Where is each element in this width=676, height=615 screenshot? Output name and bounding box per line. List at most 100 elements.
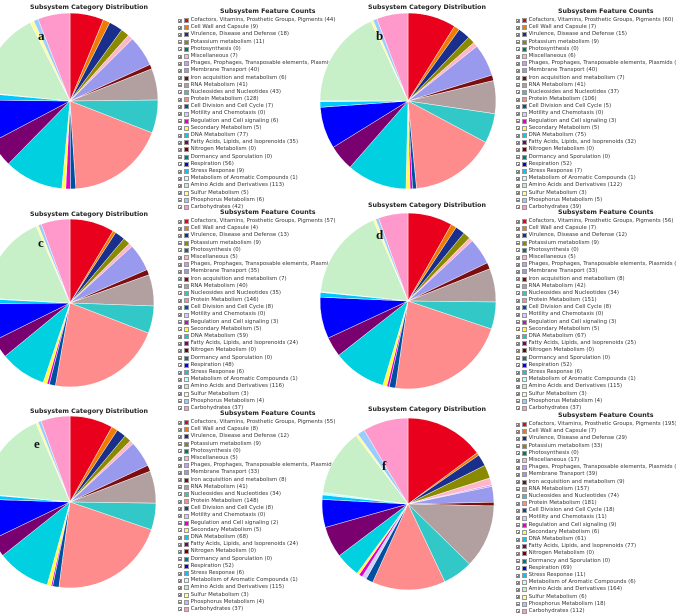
legend-item[interactable]: Protein Metabolism (146)	[178, 297, 344, 304]
legend-item[interactable]: Nitrogen Metabolism (0)	[178, 347, 344, 354]
legend-item[interactable]: Phages, Prophages, Transposable elements…	[178, 462, 344, 469]
legend-item[interactable]: Phosphorus Metabolism (4)	[178, 599, 344, 606]
legend-item[interactable]: RNA Metabolism (42)	[516, 283, 676, 290]
expand-plus-icon[interactable]	[178, 564, 182, 569]
legend-item[interactable]: Iron acquisition and metabolism (8)	[178, 477, 344, 484]
expand-plus-icon[interactable]	[178, 499, 182, 504]
expand-plus-icon[interactable]	[516, 32, 520, 37]
expand-plus-icon[interactable]	[178, 600, 182, 605]
legend-item[interactable]: Metabolism of Aromatic Compounds (6)	[516, 579, 676, 586]
legend-item[interactable]: Phosphorus Metabolism (6)	[178, 197, 344, 204]
expand-plus-icon[interactable]	[516, 291, 520, 296]
expand-plus-icon[interactable]	[516, 147, 520, 152]
expand-plus-icon[interactable]	[178, 112, 182, 117]
expand-plus-icon[interactable]	[516, 348, 520, 353]
legend-item[interactable]: Stress Response (6)	[178, 369, 344, 376]
expand-plus-icon[interactable]	[178, 406, 182, 411]
legend-item[interactable]: Nitrogen Metabolism (0)	[178, 146, 344, 153]
expand-plus-icon[interactable]	[178, 542, 182, 547]
expand-plus-icon[interactable]	[178, 54, 182, 59]
legend-item[interactable]: Amino Acids and Derivatives (116)	[178, 383, 344, 390]
expand-plus-icon[interactable]	[516, 255, 520, 260]
expand-plus-icon[interactable]	[178, 140, 182, 145]
legend-item[interactable]: Cell Wall and Capsule (9)	[178, 24, 344, 31]
expand-plus-icon[interactable]	[178, 528, 182, 533]
legend-item[interactable]: Iron acquisition and metabolism (6)	[178, 75, 344, 82]
expand-plus-icon[interactable]	[178, 32, 182, 37]
expand-plus-icon[interactable]	[516, 377, 520, 382]
expand-plus-icon[interactable]	[178, 205, 182, 210]
expand-plus-icon[interactable]	[178, 169, 182, 174]
legend-item[interactable]: Motility and Chemotaxis (0)	[178, 512, 344, 519]
legend-item[interactable]: Fatty Acids, Lipids, and Isoprenoids (24…	[178, 541, 344, 548]
legend-item[interactable]: Cell Division and Cell Cycle (18)	[516, 507, 676, 514]
legend-item[interactable]: Phosphorus Metabolism (5)	[516, 197, 676, 204]
expand-plus-icon[interactable]	[178, 463, 182, 468]
legend-item[interactable]: Cell Wall and Capsule (7)	[516, 428, 676, 435]
legend-item[interactable]: Photosynthesis (0)	[516, 247, 676, 254]
legend-item[interactable]: Cofactors, Vitamins, Prosthetic Groups, …	[516, 218, 676, 225]
legend-item[interactable]: Stress Response (6)	[178, 570, 344, 577]
legend-item[interactable]: Virulence, Disease and Defense (18)	[178, 31, 344, 38]
legend-item[interactable]: Secondary Metabolism (5)	[178, 326, 344, 333]
expand-plus-icon[interactable]	[516, 399, 520, 404]
legend-item[interactable]: Stress Response (6)	[516, 369, 676, 376]
expand-plus-icon[interactable]	[178, 133, 182, 138]
expand-plus-icon[interactable]	[178, 262, 182, 267]
expand-plus-icon[interactable]	[178, 226, 182, 231]
legend-item[interactable]: Cell Wall and Capsule (4)	[178, 225, 344, 232]
expand-plus-icon[interactable]	[516, 551, 520, 556]
expand-plus-icon[interactable]	[178, 384, 182, 389]
expand-plus-icon[interactable]	[516, 169, 520, 174]
legend-item[interactable]: Sulfur Metabolism (3)	[516, 190, 676, 197]
legend-item[interactable]: Sulfur Metabolism (3)	[178, 592, 344, 599]
legend-item[interactable]: Cell Division and Cell Cycle (8)	[516, 304, 676, 311]
expand-plus-icon[interactable]	[178, 284, 182, 289]
legend-item[interactable]: Membrane Transport (35)	[178, 268, 344, 275]
expand-plus-icon[interactable]	[516, 155, 520, 160]
legend-item[interactable]: Photosynthesis (0)	[178, 46, 344, 53]
expand-plus-icon[interactable]	[516, 112, 520, 117]
expand-plus-icon[interactable]	[178, 434, 182, 439]
expand-plus-icon[interactable]	[178, 334, 182, 339]
legend-item[interactable]: Membrane Transport (40)	[516, 67, 676, 74]
legend-item[interactable]: Cell Wall and Capsule (7)	[516, 24, 676, 31]
expand-plus-icon[interactable]	[516, 566, 520, 571]
expand-plus-icon[interactable]	[516, 363, 520, 368]
legend-item[interactable]: Cell Division and Cell Cycle (8)	[178, 304, 344, 311]
legend-item[interactable]: Miscellaneous (7)	[178, 53, 344, 60]
legend-item[interactable]: Sulfur Metabolism (3)	[516, 391, 676, 398]
legend-item[interactable]: Respiration (48)	[178, 362, 344, 369]
legend-item[interactable]: Cofactors, Vitamins, Prosthetic Groups, …	[178, 419, 344, 426]
legend-item[interactable]: Virulence, Disease and Defense (12)	[516, 232, 676, 239]
legend-item[interactable]: Photosynthesis (0)	[178, 247, 344, 254]
expand-plus-icon[interactable]	[178, 233, 182, 238]
legend-item[interactable]: Nitrogen Metabolism (0)	[516, 550, 676, 557]
legend-item[interactable]: Photosynthesis (0)	[516, 450, 676, 457]
expand-plus-icon[interactable]	[178, 176, 182, 181]
legend-item[interactable]: Nucleosides and Nucleotides (37)	[516, 89, 676, 96]
expand-plus-icon[interactable]	[178, 370, 182, 375]
expand-plus-icon[interactable]	[178, 25, 182, 30]
expand-plus-icon[interactable]	[178, 478, 182, 483]
legend-item[interactable]: Regulation and Cell signaling (9)	[516, 522, 676, 529]
legend-item[interactable]: Amino Acids and Derivatives (113)	[178, 182, 344, 189]
legend-item[interactable]: Carbohydrates (37)	[178, 606, 344, 613]
expand-plus-icon[interactable]	[178, 470, 182, 475]
legend-item[interactable]: Protein Metabolism (148)	[178, 498, 344, 505]
legend-item[interactable]: Cell Wall and Capsule (7)	[516, 225, 676, 232]
expand-plus-icon[interactable]	[516, 248, 520, 253]
legend-item[interactable]: Protein Metabolism (151)	[516, 297, 676, 304]
expand-plus-icon[interactable]	[178, 506, 182, 511]
expand-plus-icon[interactable]	[516, 40, 520, 45]
expand-plus-icon[interactable]	[516, 25, 520, 30]
legend-item[interactable]: Virulence, Disease and Defense (12)	[178, 433, 344, 440]
legend-item[interactable]: Stress Response (9)	[178, 168, 344, 175]
legend-item[interactable]: DNA Metabolism (77)	[178, 132, 344, 139]
expand-plus-icon[interactable]	[516, 54, 520, 59]
legend-item[interactable]: Dormancy and Sporulation (0)	[178, 154, 344, 161]
expand-plus-icon[interactable]	[178, 104, 182, 109]
expand-plus-icon[interactable]	[516, 119, 520, 124]
legend-item[interactable]: RNA Metabolism (41)	[178, 484, 344, 491]
legend-item[interactable]: Motility and Chemotaxis (0)	[516, 110, 676, 117]
